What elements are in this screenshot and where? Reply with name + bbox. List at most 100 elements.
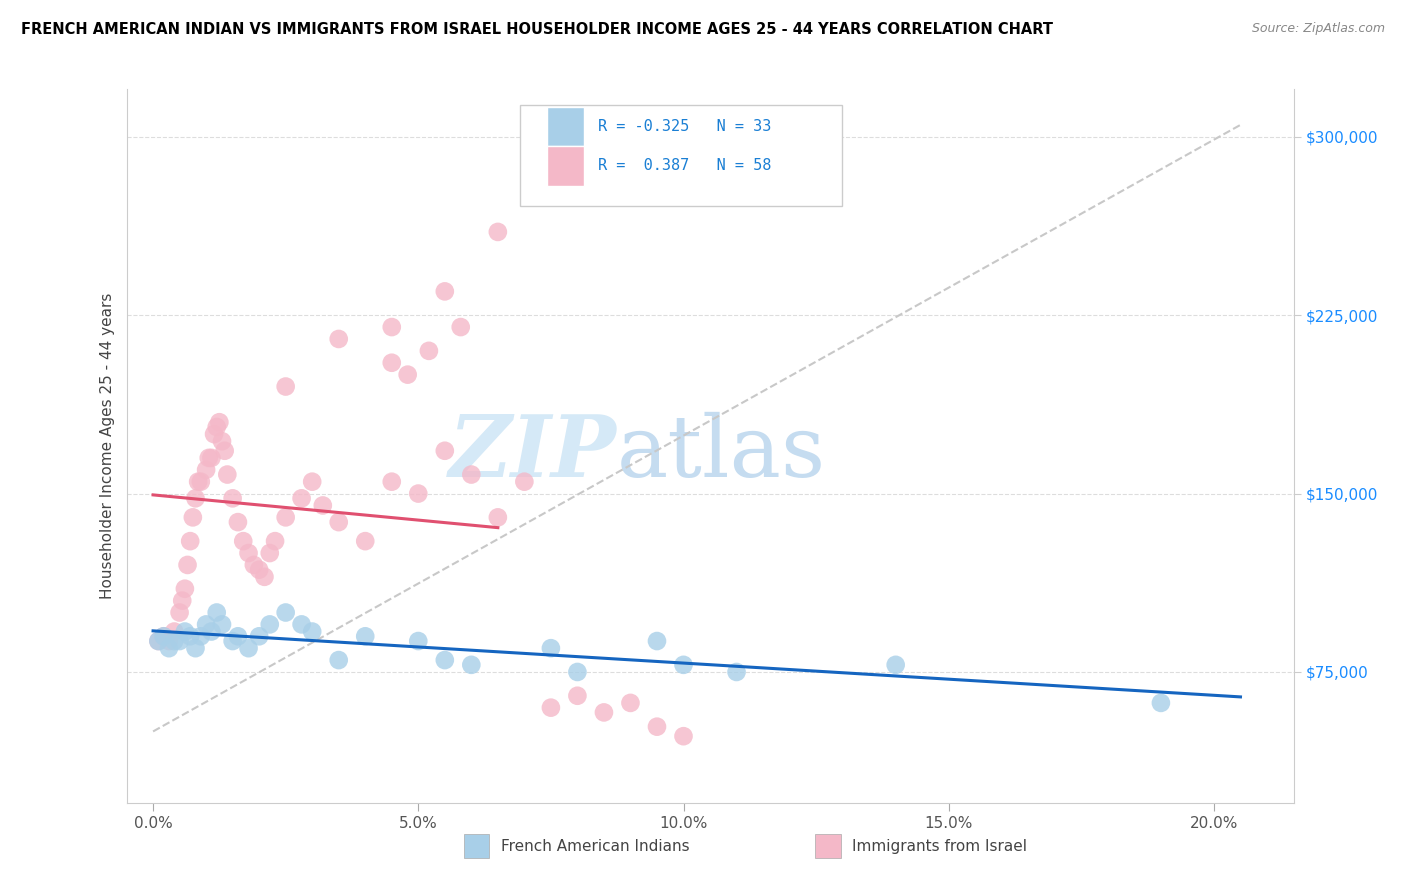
Point bbox=[567, 689, 589, 703]
Point bbox=[290, 617, 312, 632]
Point bbox=[645, 720, 668, 734]
Point bbox=[540, 641, 562, 656]
Point bbox=[328, 515, 350, 529]
Point bbox=[312, 499, 335, 513]
Point bbox=[1150, 696, 1173, 710]
Point bbox=[238, 641, 260, 656]
Point bbox=[672, 729, 695, 743]
Point bbox=[187, 475, 209, 489]
Point bbox=[205, 606, 228, 620]
Point bbox=[567, 665, 589, 679]
Point bbox=[433, 285, 456, 299]
Text: Source: ZipAtlas.com: Source: ZipAtlas.com bbox=[1251, 22, 1385, 36]
Point bbox=[181, 510, 204, 524]
Point bbox=[354, 534, 377, 549]
Point bbox=[450, 320, 472, 334]
Text: atlas: atlas bbox=[617, 411, 825, 495]
Point bbox=[214, 443, 236, 458]
Point bbox=[176, 558, 198, 572]
Point bbox=[226, 515, 249, 529]
Point bbox=[460, 657, 482, 672]
Point bbox=[408, 634, 430, 648]
Point bbox=[290, 491, 312, 506]
Text: R = -0.325   N = 33: R = -0.325 N = 33 bbox=[598, 120, 772, 134]
Point bbox=[418, 343, 440, 358]
Point bbox=[328, 332, 350, 346]
Point bbox=[221, 491, 243, 506]
Point bbox=[232, 534, 254, 549]
Point bbox=[211, 617, 233, 632]
Point bbox=[238, 546, 260, 560]
Point bbox=[205, 420, 228, 434]
Point bbox=[163, 634, 186, 648]
FancyBboxPatch shape bbox=[520, 105, 842, 205]
Point bbox=[396, 368, 419, 382]
Point bbox=[408, 486, 430, 500]
Point bbox=[152, 629, 174, 643]
Point bbox=[174, 624, 197, 639]
Point bbox=[174, 582, 197, 596]
Point bbox=[208, 415, 231, 429]
Point bbox=[190, 475, 212, 489]
Point bbox=[593, 706, 616, 720]
Point bbox=[211, 434, 233, 449]
Point bbox=[513, 475, 536, 489]
Point bbox=[221, 634, 243, 648]
Point bbox=[259, 617, 281, 632]
Text: R =  0.387   N = 58: R = 0.387 N = 58 bbox=[598, 159, 772, 173]
Point bbox=[433, 653, 456, 667]
Point bbox=[645, 634, 668, 648]
Point bbox=[672, 657, 695, 672]
Text: French American Indians: French American Indians bbox=[501, 838, 689, 854]
FancyBboxPatch shape bbox=[547, 146, 583, 186]
Point bbox=[381, 320, 404, 334]
Point bbox=[157, 634, 180, 648]
Point bbox=[247, 629, 270, 643]
Text: FRENCH AMERICAN INDIAN VS IMMIGRANTS FROM ISRAEL HOUSEHOLDER INCOME AGES 25 - 44: FRENCH AMERICAN INDIAN VS IMMIGRANTS FRO… bbox=[21, 22, 1053, 37]
Point bbox=[202, 427, 225, 442]
Point bbox=[197, 450, 219, 465]
Y-axis label: Householder Income Ages 25 - 44 years: Householder Income Ages 25 - 44 years bbox=[100, 293, 115, 599]
Point bbox=[200, 450, 222, 465]
Point bbox=[148, 634, 170, 648]
Point bbox=[184, 641, 207, 656]
Text: Immigrants from Israel: Immigrants from Israel bbox=[852, 838, 1026, 854]
Point bbox=[884, 657, 907, 672]
Point bbox=[195, 463, 218, 477]
Point bbox=[619, 696, 641, 710]
Point bbox=[200, 624, 222, 639]
Point bbox=[354, 629, 377, 643]
Point bbox=[259, 546, 281, 560]
Point bbox=[190, 629, 212, 643]
Point bbox=[460, 467, 482, 482]
Point bbox=[184, 491, 207, 506]
Point bbox=[381, 356, 404, 370]
Point bbox=[169, 634, 191, 648]
Point bbox=[253, 570, 276, 584]
Point bbox=[148, 634, 170, 648]
Point bbox=[163, 624, 186, 639]
Point bbox=[725, 665, 748, 679]
Point bbox=[274, 379, 297, 393]
Point bbox=[217, 467, 239, 482]
Point bbox=[433, 443, 456, 458]
Point bbox=[157, 641, 180, 656]
Point bbox=[381, 475, 404, 489]
Point bbox=[179, 534, 201, 549]
FancyBboxPatch shape bbox=[547, 107, 583, 146]
Point bbox=[169, 606, 191, 620]
Point bbox=[328, 653, 350, 667]
Point bbox=[179, 629, 201, 643]
Point bbox=[226, 629, 249, 643]
Point bbox=[540, 700, 562, 714]
Point bbox=[152, 629, 174, 643]
Text: ZIP: ZIP bbox=[449, 411, 617, 495]
Point bbox=[274, 606, 297, 620]
Point bbox=[264, 534, 287, 549]
Point bbox=[247, 563, 270, 577]
Point bbox=[243, 558, 266, 572]
Point bbox=[301, 475, 323, 489]
Point bbox=[301, 624, 323, 639]
Point bbox=[274, 510, 297, 524]
Point bbox=[172, 593, 194, 607]
